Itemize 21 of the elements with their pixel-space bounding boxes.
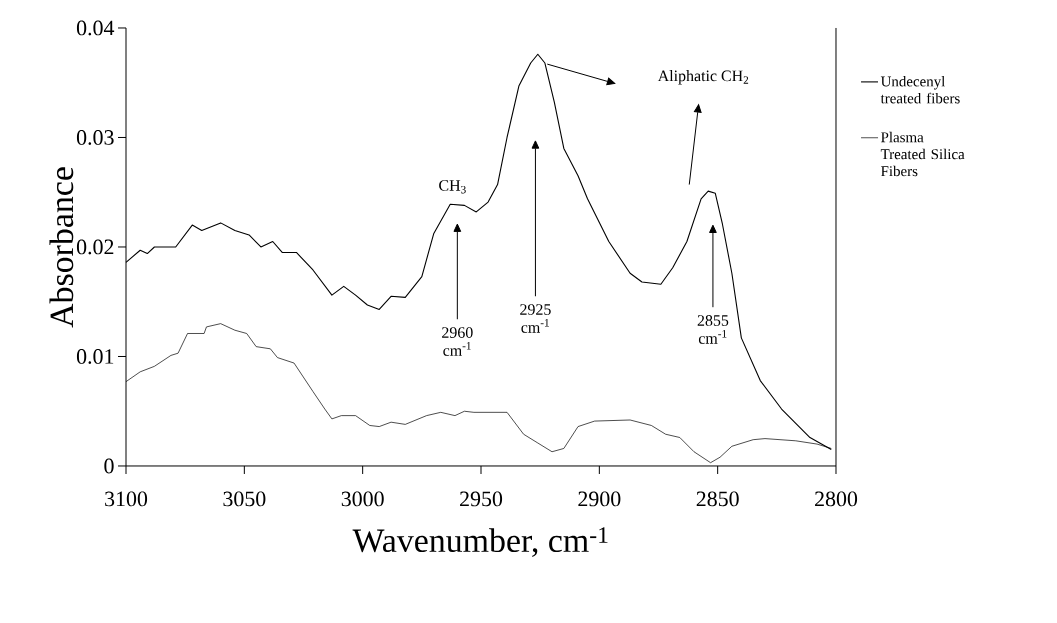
annotation: Aliphatic CH$_{2}$ [657, 70, 749, 85]
annotation: 2960 cm$^{-1}$ [442, 327, 473, 356]
legend-label: Undecenyl treated fibers [880, 75, 960, 104]
x-tick-label: 2850 [696, 491, 739, 507]
annotation: CH$_{3}$ [439, 180, 466, 194]
y-tick-label: 0.01 [76, 349, 114, 364]
x-axis-title: Wavenumber, cm$^{-1}$ [352, 527, 608, 557]
y-tick-label: 0.02 [76, 239, 114, 255]
annotation: 2925 cm$^{-1}$ [520, 304, 551, 333]
y-tick-label: 0.04 [76, 20, 115, 36]
x-tick-label: 3100 [105, 491, 148, 507]
x-tick-label: 2950 [460, 491, 503, 507]
y-axis-title: Absorbance [49, 167, 74, 328]
x-tick-label: 2900 [578, 491, 621, 507]
legend-label: Plasma Treated Silica Fibers [880, 131, 965, 177]
x-tick-label: 3050 [223, 491, 266, 507]
y-tick-label: 0 [104, 458, 114, 474]
annotation: 2855 cm$^{-1}$ [697, 315, 729, 344]
x-tick-label: 2800 [815, 491, 858, 507]
y-tick-label: 0.03 [76, 130, 114, 145]
x-tick-label: 3000 [341, 491, 384, 507]
